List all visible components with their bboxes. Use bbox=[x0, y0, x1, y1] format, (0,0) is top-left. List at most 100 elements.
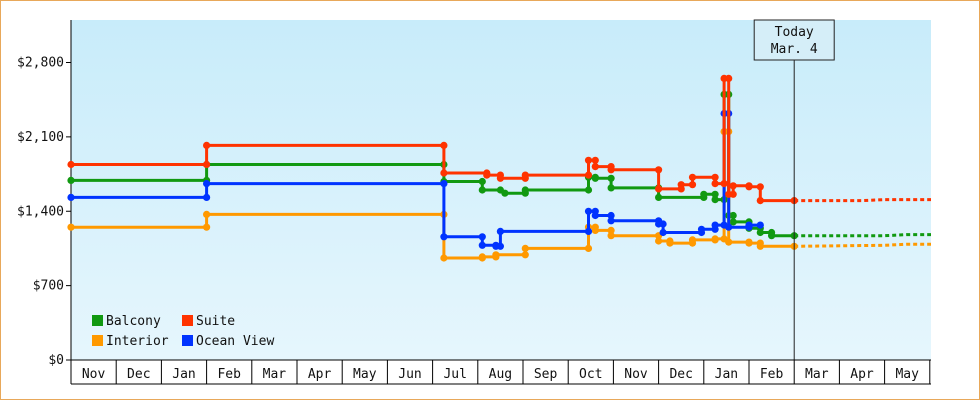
data-point bbox=[521, 244, 529, 252]
data-point bbox=[478, 186, 486, 194]
data-point bbox=[203, 141, 211, 149]
data-point bbox=[729, 182, 737, 190]
month-label: Oct bbox=[579, 367, 602, 382]
data-point bbox=[478, 233, 486, 241]
legend-swatch bbox=[92, 335, 103, 346]
data-point bbox=[591, 163, 599, 171]
data-point bbox=[478, 253, 486, 261]
data-point bbox=[521, 171, 529, 179]
data-point bbox=[659, 228, 667, 237]
data-point bbox=[584, 156, 593, 164]
data-point bbox=[607, 217, 615, 225]
data-point bbox=[655, 185, 663, 193]
data-point bbox=[440, 254, 448, 262]
today-label: Today bbox=[775, 25, 814, 40]
y-tick-label: $1,400 bbox=[17, 204, 64, 219]
data-point bbox=[725, 223, 733, 231]
data-point bbox=[496, 174, 504, 182]
data-point bbox=[67, 176, 75, 184]
data-point bbox=[591, 226, 599, 234]
month-label: Jan bbox=[172, 367, 195, 382]
data-point bbox=[756, 197, 764, 205]
data-point bbox=[711, 190, 719, 198]
data-point bbox=[745, 239, 753, 247]
data-point bbox=[478, 177, 486, 186]
data-point bbox=[756, 242, 764, 250]
data-point bbox=[521, 186, 529, 194]
data-point bbox=[496, 242, 504, 250]
data-point bbox=[711, 235, 719, 243]
data-point bbox=[496, 227, 504, 235]
data-point bbox=[756, 228, 764, 237]
data-point bbox=[483, 171, 491, 179]
month-label: Feb bbox=[217, 367, 241, 382]
y-tick-label: $0 bbox=[48, 353, 64, 368]
month-label: Feb bbox=[760, 367, 784, 382]
data-point bbox=[440, 233, 448, 241]
legend-label: Ocean View bbox=[196, 334, 274, 349]
data-point bbox=[584, 244, 593, 252]
series-projection-balcony bbox=[794, 233, 931, 238]
data-point bbox=[203, 223, 211, 231]
data-point bbox=[584, 186, 593, 194]
month-label: May bbox=[895, 367, 919, 382]
data-point bbox=[711, 221, 719, 229]
today-box bbox=[753, 19, 835, 61]
data-point bbox=[688, 173, 697, 181]
legend-swatch bbox=[92, 315, 103, 326]
data-point bbox=[440, 141, 448, 149]
data-point bbox=[745, 183, 753, 191]
legend: Balcony Suite Interior Ocean View bbox=[92, 314, 274, 349]
data-point bbox=[591, 211, 599, 220]
month-label: Mar bbox=[805, 367, 829, 382]
data-point bbox=[584, 171, 593, 179]
data-point bbox=[697, 225, 706, 233]
data-point bbox=[607, 184, 615, 192]
data-point bbox=[492, 251, 500, 259]
data-point bbox=[756, 221, 764, 229]
data-point bbox=[711, 173, 719, 181]
series-layer bbox=[67, 74, 931, 262]
month-label: May bbox=[353, 367, 377, 382]
month-label: Sep bbox=[534, 367, 558, 382]
today-marker: Today Mar. 4 bbox=[753, 19, 835, 360]
month-label: Apr bbox=[850, 367, 874, 382]
legend-label: Balcony bbox=[106, 314, 161, 329]
data-point bbox=[659, 220, 667, 228]
month-label: Dec bbox=[669, 367, 692, 382]
data-point bbox=[756, 183, 764, 191]
data-point bbox=[67, 160, 75, 169]
month-label: Jun bbox=[398, 367, 421, 382]
data-point bbox=[203, 180, 211, 188]
data-point bbox=[688, 181, 697, 189]
month-label: Jan bbox=[715, 367, 738, 382]
data-point bbox=[203, 193, 211, 201]
data-point bbox=[584, 207, 593, 215]
x-axis: Nov Dec Jan Feb Mar Apr May Jun Jul Aug Sep Oct Nov D… bbox=[70, 359, 931, 385]
data-point bbox=[67, 193, 75, 201]
data-point bbox=[720, 180, 728, 188]
data-point bbox=[607, 232, 615, 240]
data-point bbox=[666, 239, 674, 247]
legend-swatch bbox=[182, 315, 193, 326]
y-tick-label: $2,800 bbox=[17, 56, 64, 71]
data-point bbox=[607, 174, 615, 182]
data-point bbox=[584, 227, 593, 235]
data-point bbox=[677, 181, 685, 189]
data-point bbox=[729, 218, 737, 226]
data-point bbox=[711, 180, 719, 188]
legend-swatch bbox=[182, 335, 193, 346]
data-point bbox=[501, 189, 509, 197]
series-projection-suite bbox=[794, 198, 931, 203]
data-point bbox=[655, 166, 663, 174]
data-point bbox=[607, 226, 615, 234]
series-projection-interior bbox=[794, 242, 931, 248]
data-point bbox=[607, 211, 615, 220]
y-axis: $0 $700 $1,400 $2,100 $2,800 bbox=[17, 20, 72, 368]
month-label: Mar bbox=[263, 367, 287, 382]
data-point bbox=[591, 174, 599, 182]
data-point bbox=[67, 223, 75, 231]
data-point bbox=[478, 241, 486, 249]
y-tick-label: $700 bbox=[33, 279, 64, 294]
